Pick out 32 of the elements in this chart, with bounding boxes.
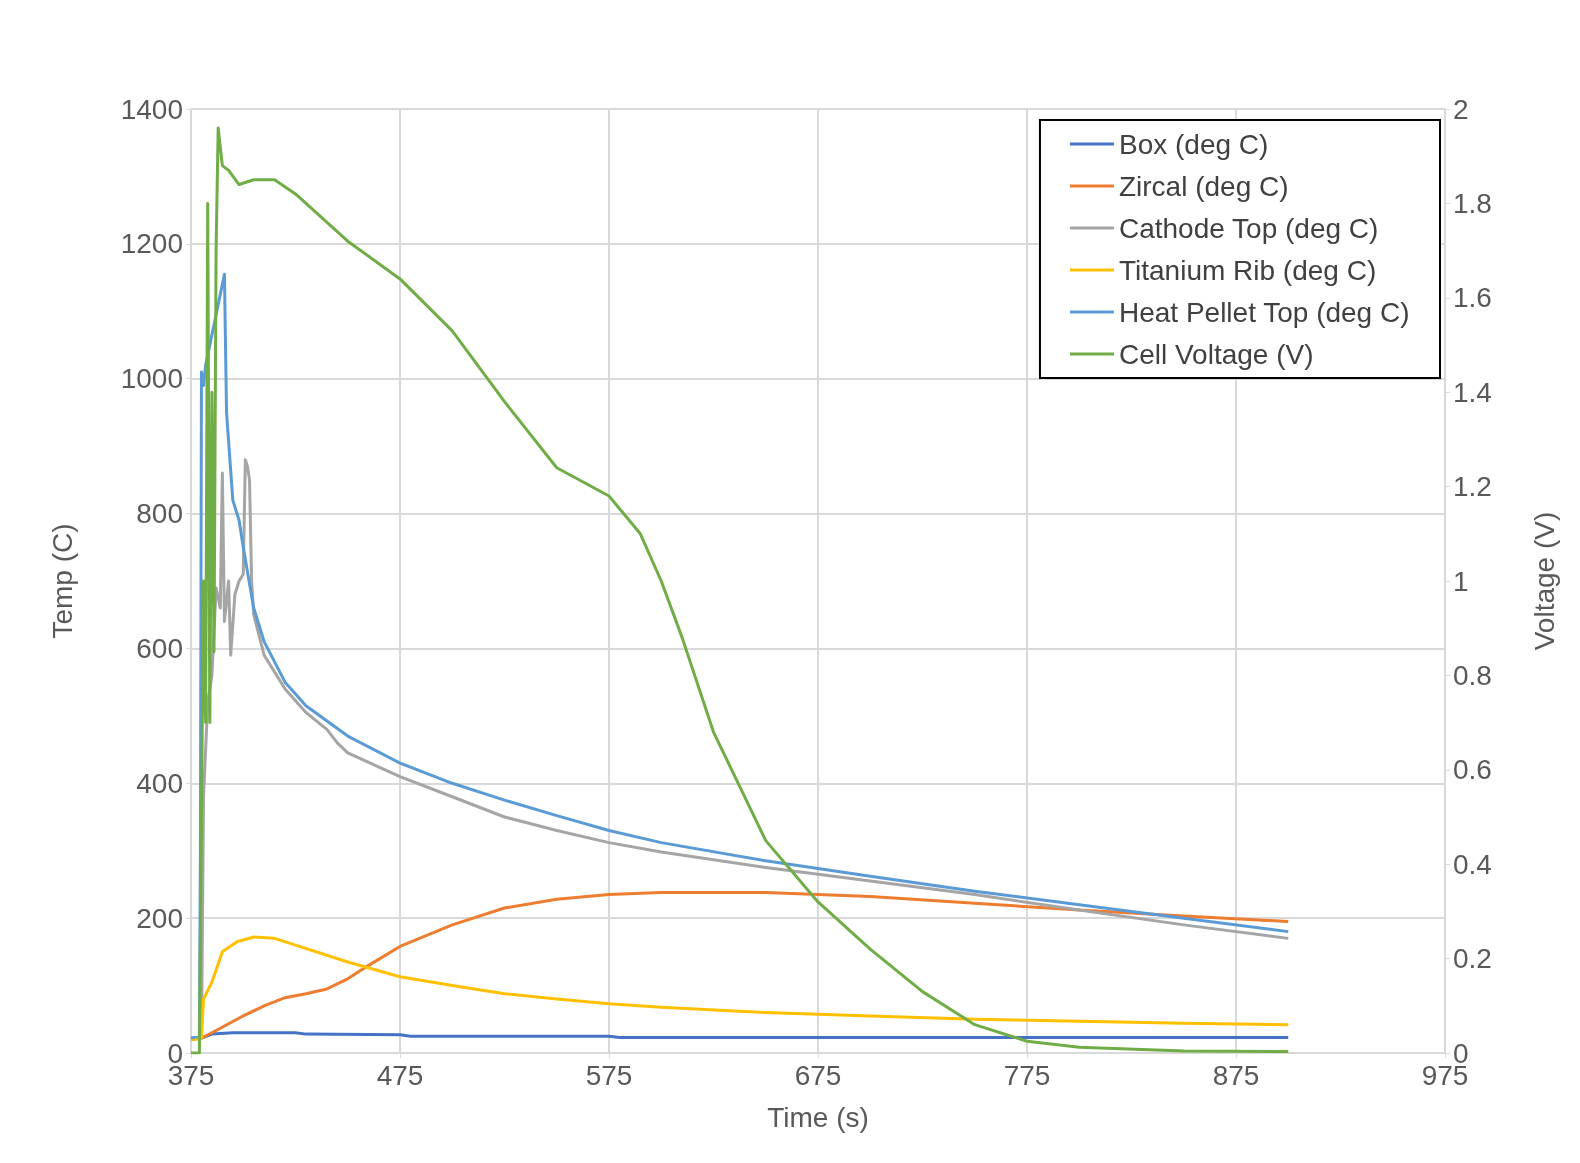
y-tick-label: 400 — [136, 767, 183, 799]
legend-label: Titanium Rib (deg C) — [1118, 254, 1377, 286]
y2-tick-label: 0.2 — [1453, 943, 1492, 975]
x-tick-label: 875 — [1212, 1059, 1260, 1091]
x-tick-label: 575 — [585, 1059, 633, 1091]
y-tick-label: 1400 — [120, 93, 183, 125]
y2-tick-label: 0.6 — [1453, 754, 1492, 786]
y2-axis-title: Voltage (V) — [1528, 511, 1560, 651]
y-axis-title: Temp (C) — [46, 523, 78, 639]
y2-tick-label: 1.4 — [1453, 376, 1492, 408]
x-tick-label: 775 — [1003, 1059, 1051, 1091]
y-tick-label: 800 — [136, 498, 183, 530]
y2-tick-label: 0.4 — [1453, 848, 1492, 880]
y-tick-label: 600 — [136, 632, 183, 664]
y2-tick-label: 2 — [1453, 93, 1469, 125]
y-tick-label: 1000 — [120, 363, 183, 395]
legend-label: Zircal (deg C) — [1118, 170, 1289, 202]
y2-tick-label: 1.6 — [1453, 282, 1492, 314]
legend-label: Cathode Top (deg C) — [1118, 212, 1379, 244]
y2-tick-label: 0.8 — [1453, 659, 1492, 691]
legend-label: Box (deg C) — [1118, 128, 1269, 160]
x-tick-label: 675 — [794, 1059, 842, 1091]
y2-tick-label: 1.8 — [1453, 187, 1492, 219]
y-tick-label: 200 — [136, 902, 183, 934]
y-tick-label: 1200 — [120, 228, 183, 260]
x-tick-label: 475 — [376, 1059, 424, 1091]
legend-label: Cell Voltage (V) — [1118, 338, 1314, 370]
line-series — [189, 935, 1290, 1042]
y2-tick-label: 1.2 — [1453, 471, 1492, 503]
legend-label: Heat Pellet Top (deg C) — [1118, 296, 1410, 328]
y2-tick-label: 1 — [1453, 565, 1469, 597]
x-axis-title: Time (s) — [767, 1101, 869, 1133]
